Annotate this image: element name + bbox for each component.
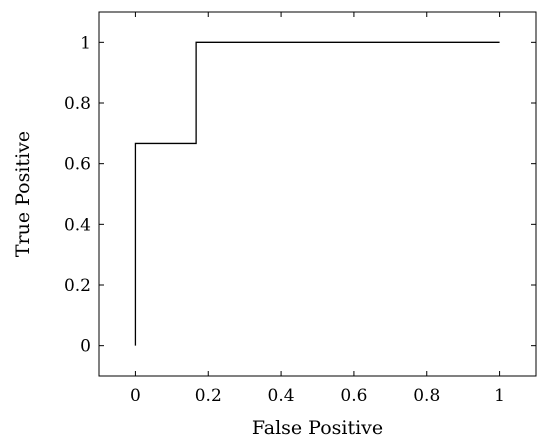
x-tick-label: 0.6 <box>340 386 367 406</box>
series-layer <box>134 41 500 346</box>
y-tick-label: 0.6 <box>64 155 91 175</box>
y-axis-label: True Positive <box>12 131 34 257</box>
y-tick-label: 1 <box>80 33 91 53</box>
y-tick-label: 0.8 <box>64 94 91 114</box>
x-axis-ticks: 0 0.2 0.4 0.6 0.8 1 <box>130 12 505 406</box>
x-tick-label: 1 <box>494 386 505 406</box>
y-tick-label: 0.4 <box>64 215 91 235</box>
x-tick-label: 0.4 <box>268 386 295 406</box>
x-axis-label: False Positive <box>252 417 383 439</box>
y-axis-ticks: 0 0.2 0.4 0.6 0.8 1 <box>64 33 536 357</box>
x-tick-label: 0 <box>130 386 141 406</box>
roc-curve-line <box>134 41 500 346</box>
x-tick-label: 0.2 <box>195 386 222 406</box>
y-tick-label: 0.2 <box>64 276 91 296</box>
y-tick-label: 0 <box>80 337 91 357</box>
plot-frame <box>98 11 537 377</box>
x-tick-label: 0.8 <box>413 386 440 406</box>
